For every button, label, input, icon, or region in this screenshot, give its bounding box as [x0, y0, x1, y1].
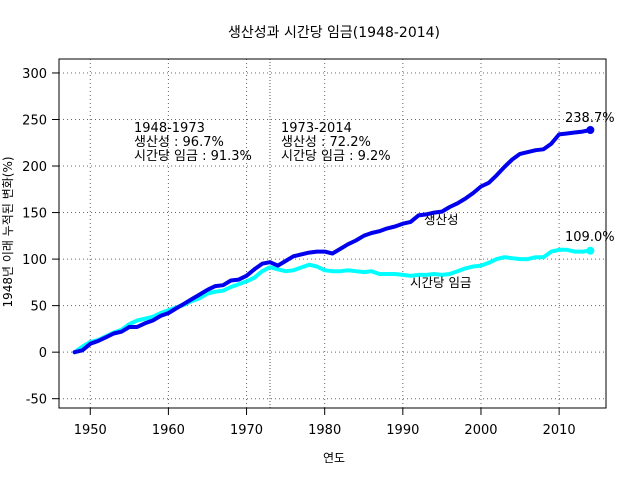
y-axis: -50 0 50 100 150 200 250 300: [22, 67, 59, 408]
end-label-productivity: 238.7%: [565, 111, 615, 126]
series-end-point-productivity: [586, 126, 595, 135]
annotation-1-line-3: 시간당 임금 : 91.3%: [134, 149, 252, 164]
series-line-productivity: [72, 128, 593, 355]
series-layer: [72, 126, 595, 355]
annotation-period-1973-2014: 1973-2014 생산성 : 72.2% 시간당 임금 : 9.2%: [281, 121, 391, 164]
annotation-2-line-2: 생산성 : 72.2%: [281, 135, 371, 150]
y-tick-label: 300: [22, 67, 47, 82]
end-label-hourly-wage: 109.0%: [565, 230, 615, 245]
y-tick-label: 150: [22, 207, 47, 222]
series-end-point-hourly-wage: [586, 246, 595, 255]
y-tick-label: 200: [22, 160, 47, 175]
series-label-productivity: 생산성: [424, 212, 459, 227]
y-tick-label: -50: [26, 393, 47, 408]
x-axis-title: 연도: [323, 451, 345, 465]
chart-title: 생산성과 시간당 임금(1948-2014): [228, 25, 440, 41]
x-axis: 1950 1960 1970 1980 1990 2000 2010: [74, 408, 576, 438]
gridlines: [59, 59, 606, 408]
y-tick-label: 250: [22, 113, 47, 128]
y-axis-title: 1948년 이래 누적된 변화(%): [1, 156, 15, 307]
x-tick-label: 1970: [230, 423, 263, 438]
y-tick-label: 100: [22, 253, 47, 268]
x-tick-label: 2010: [543, 423, 576, 438]
x-tick-label: 1950: [74, 423, 107, 438]
x-tick-label: 2000: [464, 423, 497, 438]
annotation-period-1948-1973: 1948-1973 생산성 : 96.7% 시간당 임금 : 91.3%: [134, 121, 252, 164]
annotation-1-line-2: 생산성 : 96.7%: [134, 135, 224, 150]
annotation-2-line-3: 시간당 임금 : 9.2%: [281, 149, 391, 164]
plot-frame: [58, 58, 607, 409]
x-tick-label: 1980: [308, 423, 341, 438]
x-tick-label: 1990: [386, 423, 419, 438]
annotation-1-line-1: 1948-1973: [134, 121, 205, 136]
series-line-hourly-wage: [72, 247, 593, 355]
series-label-hourly-wage: 시간당 임금: [410, 275, 471, 290]
x-tick-label: 1960: [152, 423, 185, 438]
annotation-2-line-1: 1973-2014: [281, 121, 352, 136]
y-tick-label: 50: [30, 300, 47, 315]
y-tick-label: 0: [39, 346, 47, 361]
